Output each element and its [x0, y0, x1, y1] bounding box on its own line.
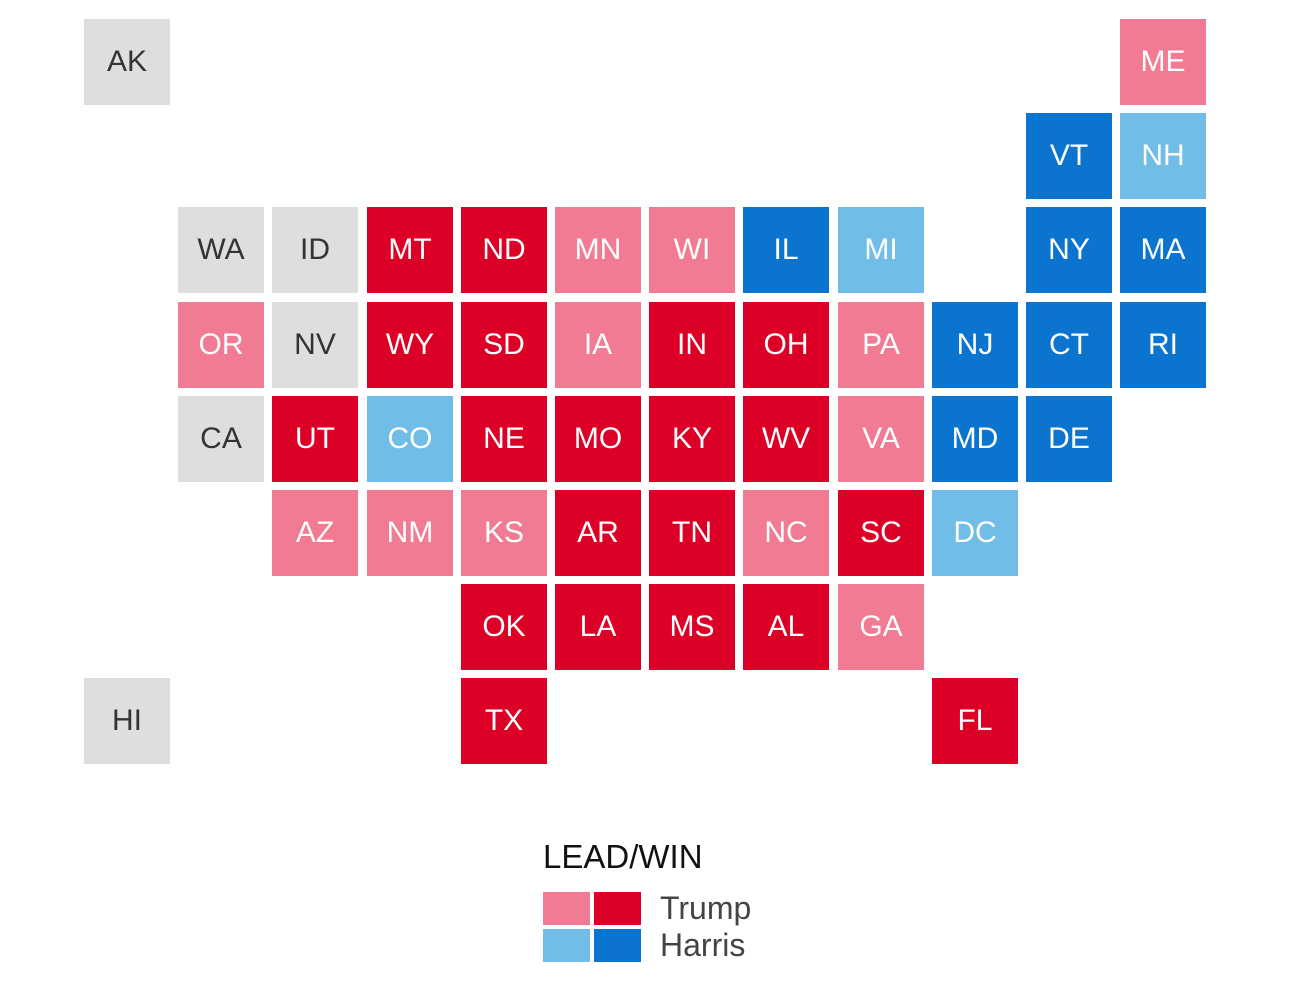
state-tile-ia[interactable]: IA [555, 302, 641, 388]
state-tile-ms[interactable]: MS [649, 584, 735, 670]
state-tile-ar[interactable]: AR [555, 490, 641, 576]
state-tile-id[interactable]: ID [272, 207, 358, 293]
state-tile-il[interactable]: IL [743, 207, 829, 293]
state-tile-mt[interactable]: MT [367, 207, 453, 293]
state-tile-oh[interactable]: OH [743, 302, 829, 388]
state-tile-ky[interactable]: KY [649, 396, 735, 482]
tile-grid-map: AK ME VT NH WA ID MT ND MN WI IL MI NY MA OR NV WY SD IA IN… [84, 19, 1206, 764]
state-tile-ct[interactable]: CT [1026, 302, 1112, 388]
legend-swatch-trump-win [594, 892, 641, 925]
state-tile-ny[interactable]: NY [1026, 207, 1112, 293]
state-tile-va[interactable]: VA [838, 396, 924, 482]
state-tile-ne[interactable]: NE [461, 396, 547, 482]
state-tile-sd[interactable]: SD [461, 302, 547, 388]
state-tile-nc[interactable]: NC [743, 490, 829, 576]
legend-swatch-harris-win [594, 929, 641, 962]
legend-label-harris: Harris [660, 927, 746, 963]
state-tile-al[interactable]: AL [743, 584, 829, 670]
state-tile-in[interactable]: IN [649, 302, 735, 388]
state-tile-ok[interactable]: OK [461, 584, 547, 670]
state-tile-dc[interactable]: DC [932, 490, 1018, 576]
state-tile-md[interactable]: MD [932, 396, 1018, 482]
state-tile-wy[interactable]: WY [367, 302, 453, 388]
state-tile-ri[interactable]: RI [1120, 302, 1206, 388]
state-tile-nd[interactable]: ND [461, 207, 547, 293]
state-tile-hi[interactable]: HI [84, 678, 170, 764]
state-tile-mn[interactable]: MN [555, 207, 641, 293]
state-tile-wa[interactable]: WA [178, 207, 264, 293]
state-tile-or[interactable]: OR [178, 302, 264, 388]
state-tile-mo[interactable]: MO [555, 396, 641, 482]
state-tile-tx[interactable]: TX [461, 678, 547, 764]
state-tile-fl[interactable]: FL [932, 678, 1018, 764]
state-tile-ak[interactable]: AK [84, 19, 170, 105]
state-tile-az[interactable]: AZ [272, 490, 358, 576]
legend-title: LEAD/WIN [543, 838, 703, 875]
state-tile-co[interactable]: CO [367, 396, 453, 482]
legend-label-trump: Trump [660, 890, 752, 926]
state-tile-pa[interactable]: PA [838, 302, 924, 388]
state-tile-wi[interactable]: WI [649, 207, 735, 293]
state-tile-wv[interactable]: WV [743, 396, 829, 482]
state-tile-ks[interactable]: KS [461, 490, 547, 576]
state-tile-nj[interactable]: NJ [932, 302, 1018, 388]
state-tile-nm[interactable]: NM [367, 490, 453, 576]
state-tile-me[interactable]: ME [1120, 19, 1206, 105]
legend-swatch-harris-lead [543, 929, 590, 962]
state-tile-vt[interactable]: VT [1026, 113, 1112, 199]
state-tile-ca[interactable]: CA [178, 396, 264, 482]
state-tile-nv[interactable]: NV [272, 302, 358, 388]
legend: LEAD/WIN Trump Harris [543, 838, 803, 968]
state-tile-la[interactable]: LA [555, 584, 641, 670]
state-tile-ut[interactable]: UT [272, 396, 358, 482]
state-tile-tn[interactable]: TN [649, 490, 735, 576]
state-tile-mi[interactable]: MI [838, 207, 924, 293]
state-tile-ma[interactable]: MA [1120, 207, 1206, 293]
state-tile-ga[interactable]: GA [838, 584, 924, 670]
state-tile-de[interactable]: DE [1026, 396, 1112, 482]
state-tile-nh[interactable]: NH [1120, 113, 1206, 199]
legend-swatch-trump-lead [543, 892, 590, 925]
state-tile-sc[interactable]: SC [838, 490, 924, 576]
